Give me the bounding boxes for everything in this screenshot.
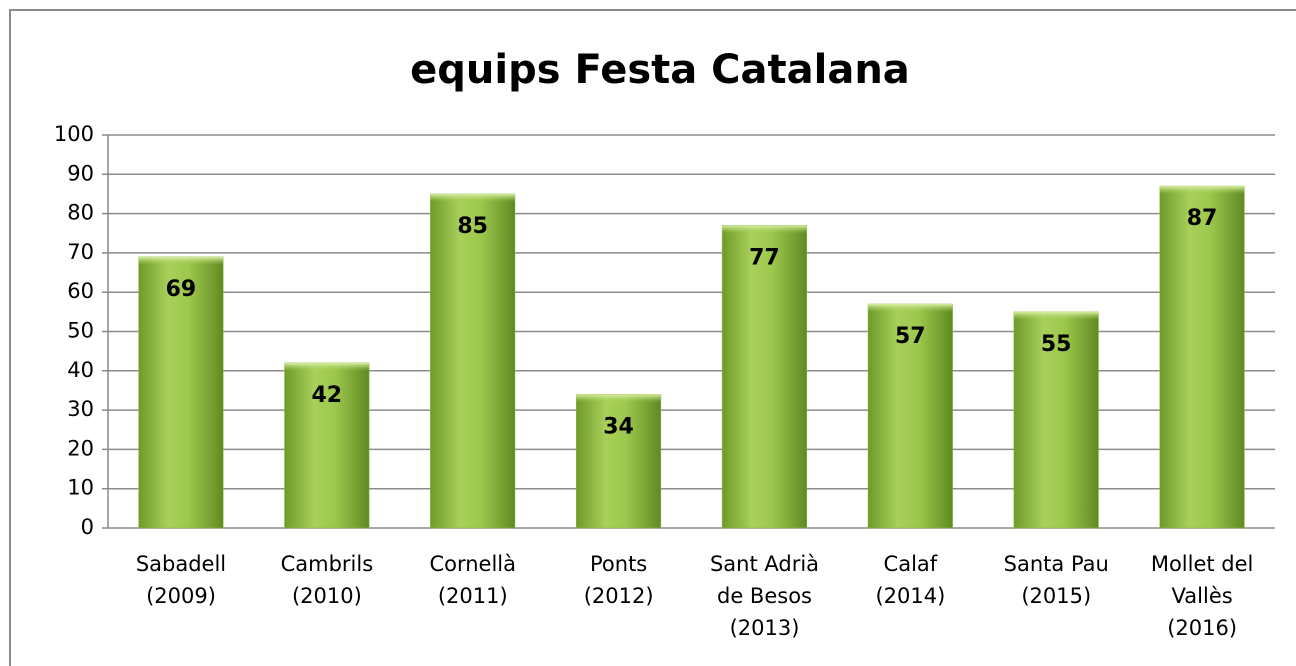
y-tick-label: 40 [67,358,94,382]
y-tick-label: 100 [54,122,94,146]
bar-highlight [430,193,515,202]
x-tick-label: Cambrils (2010) [280,552,374,608]
bar-highlight [138,256,224,265]
y-tick-label: 70 [67,240,94,264]
x-tick-label: Sant Adrià de Besos (2013) [709,552,820,640]
bar-highlight [1159,186,1245,195]
chart-title: equips Festa Catalana [410,47,910,93]
x-tick-label: Sabadell (2009) [135,552,227,608]
data-label: 42 [312,383,343,408]
data-label: 87 [1187,206,1218,231]
y-tick-label: 60 [67,279,94,303]
x-tick-label: Calaf (2014) [875,552,946,608]
y-tick-label: 80 [67,201,94,225]
data-label: 55 [1041,332,1072,357]
y-tick-label: 50 [67,319,94,343]
bar [721,225,807,529]
bar-highlight [284,362,370,371]
bar-highlight [722,225,807,234]
y-tick-label: 20 [67,436,94,460]
bar-highlight [576,394,661,403]
data-label: 77 [749,245,780,270]
bar [1159,185,1245,529]
chart-frame [9,9,1296,666]
bar [430,193,516,529]
data-label: 34 [603,414,634,439]
bar [576,394,662,529]
bar-highlight [868,303,953,312]
bar [284,362,370,529]
y-tick-label: 0 [81,515,94,539]
bar [138,256,224,529]
x-tick-label: Santa Pau (2015) [1003,552,1109,608]
x-tick-label: Mollet del Vallès (2016) [1150,552,1254,640]
x-tick-label: Ponts (2012) [583,552,654,608]
y-tick-label: 30 [67,397,94,421]
bar [1013,311,1099,529]
bar [867,303,953,529]
y-tick-label: 10 [67,476,94,500]
data-label: 85 [457,214,488,239]
data-label: 57 [895,324,926,349]
data-label: 69 [166,277,197,302]
bar-highlight [1013,311,1099,320]
y-tick-label: 90 [67,161,94,185]
x-tick-label: Cornellà (2011) [429,552,517,608]
